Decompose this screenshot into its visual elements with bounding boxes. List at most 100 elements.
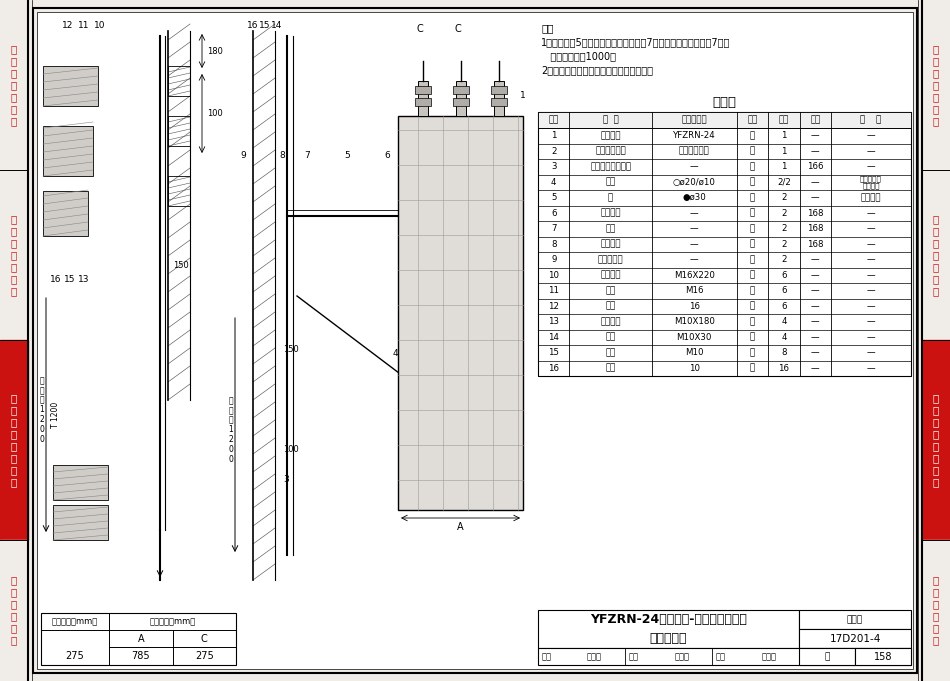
Text: 名  称: 名 称 xyxy=(603,116,618,125)
Bar xyxy=(168,116,190,146)
Text: 166: 166 xyxy=(808,162,824,171)
Text: 台: 台 xyxy=(750,131,755,140)
Text: —: — xyxy=(866,224,875,234)
Text: 沈文杰: 沈文杰 xyxy=(674,652,689,661)
Text: 操动机构安装支架: 操动机构安装支架 xyxy=(590,162,631,171)
Bar xyxy=(922,0,950,170)
Text: —: — xyxy=(811,317,820,326)
Text: 根: 根 xyxy=(750,240,755,249)
Text: 10: 10 xyxy=(548,271,560,280)
Text: 8: 8 xyxy=(551,240,557,249)
Text: 台: 台 xyxy=(750,146,755,156)
Bar xyxy=(799,629,911,648)
Text: 序号: 序号 xyxy=(548,116,559,125)
Text: 1: 1 xyxy=(781,131,787,140)
Text: 双轴操动机构: 双轴操动机构 xyxy=(679,146,710,156)
Text: 负荷开关: 负荷开关 xyxy=(600,131,621,140)
Text: 100: 100 xyxy=(207,108,222,118)
Bar xyxy=(398,116,523,510)
Text: 陈建华: 陈建华 xyxy=(761,652,776,661)
Bar xyxy=(0,0,28,170)
Text: 土
建
设
计
任
务
图: 土 建 设 计 任 务 图 xyxy=(10,214,17,296)
Bar xyxy=(418,81,428,116)
Text: 6: 6 xyxy=(781,271,787,280)
Text: —: — xyxy=(866,302,875,311)
Bar xyxy=(53,465,108,500)
Text: 13: 13 xyxy=(78,276,89,285)
Text: —: — xyxy=(811,131,820,140)
Text: 垫圈: 垫圈 xyxy=(605,302,616,311)
Text: 16: 16 xyxy=(689,302,700,311)
Text: 785: 785 xyxy=(131,651,150,661)
Text: —: — xyxy=(866,146,875,156)
Text: 相
关
技
术
资
料: 相 关 技 术 资 料 xyxy=(933,575,940,646)
Text: —: — xyxy=(811,333,820,342)
Bar xyxy=(456,81,466,116)
Text: 根: 根 xyxy=(750,193,755,202)
Text: 3: 3 xyxy=(551,162,557,171)
Text: YFZRN-24: YFZRN-24 xyxy=(673,131,715,140)
Bar xyxy=(491,98,507,106)
Text: —: — xyxy=(866,333,875,342)
Text: 4: 4 xyxy=(551,178,557,187)
Text: 10: 10 xyxy=(94,21,105,30)
Text: 个: 个 xyxy=(750,286,755,296)
Bar xyxy=(43,191,88,236)
Text: C: C xyxy=(455,24,462,34)
Text: 6: 6 xyxy=(781,302,787,311)
Bar xyxy=(0,540,28,681)
Text: 150: 150 xyxy=(283,345,298,355)
Text: 11: 11 xyxy=(548,286,560,296)
Text: 页: 页 xyxy=(825,652,829,661)
Text: 150: 150 xyxy=(173,262,189,270)
Text: 9: 9 xyxy=(240,151,246,161)
Text: 垫圈: 垫圈 xyxy=(605,364,616,373)
Text: 手力操动机构: 手力操动机构 xyxy=(596,146,626,156)
Bar xyxy=(168,66,190,96)
Bar xyxy=(168,176,190,206)
Text: 15: 15 xyxy=(259,21,271,30)
Text: T 1200: T 1200 xyxy=(51,402,61,428)
Text: 个: 个 xyxy=(750,364,755,373)
Bar xyxy=(538,112,911,376)
Text: 2/2: 2/2 xyxy=(777,178,790,187)
Text: —: — xyxy=(866,271,875,280)
Text: 1: 1 xyxy=(781,146,787,156)
Text: 5: 5 xyxy=(344,151,350,161)
Text: —: — xyxy=(811,146,820,156)
Text: 设计: 设计 xyxy=(716,652,726,661)
Text: —: — xyxy=(690,224,698,234)
Text: 2: 2 xyxy=(551,146,557,156)
Text: ●ø30: ●ø30 xyxy=(682,193,706,202)
Text: 轴: 轴 xyxy=(608,193,613,202)
Text: 明细表: 明细表 xyxy=(712,97,736,110)
Text: 1: 1 xyxy=(551,131,557,140)
Bar xyxy=(0,170,28,340)
Text: C: C xyxy=(417,24,424,34)
Bar xyxy=(43,66,98,106)
Text: 275: 275 xyxy=(195,651,214,661)
Text: 17D201-4: 17D201-4 xyxy=(829,633,881,644)
Text: 相
关
技
术
资
料: 相 关 技 术 资 料 xyxy=(10,575,17,646)
Text: 轴承支架: 轴承支架 xyxy=(600,240,621,249)
Text: —: — xyxy=(866,286,875,296)
Text: 4: 4 xyxy=(781,317,787,326)
Text: 6: 6 xyxy=(384,151,389,161)
Bar xyxy=(799,648,855,665)
Text: —: — xyxy=(690,162,698,171)
Text: 4: 4 xyxy=(392,349,398,358)
Text: —: — xyxy=(811,348,820,358)
Text: 16: 16 xyxy=(778,364,789,373)
Text: 3: 3 xyxy=(283,475,289,484)
Text: 7: 7 xyxy=(551,224,557,234)
Text: 158: 158 xyxy=(874,652,892,661)
Text: 16: 16 xyxy=(247,21,258,30)
Text: 4: 4 xyxy=(781,333,787,342)
Text: —: — xyxy=(866,131,875,140)
Text: 图集号: 图集号 xyxy=(847,615,864,624)
Bar xyxy=(855,648,911,665)
Text: 距
地
面
1
2
0
0: 距 地 面 1 2 0 0 xyxy=(229,396,234,464)
Text: 13: 13 xyxy=(548,317,560,326)
Text: 螺栓: 螺栓 xyxy=(605,333,616,342)
Text: 16: 16 xyxy=(50,276,62,285)
